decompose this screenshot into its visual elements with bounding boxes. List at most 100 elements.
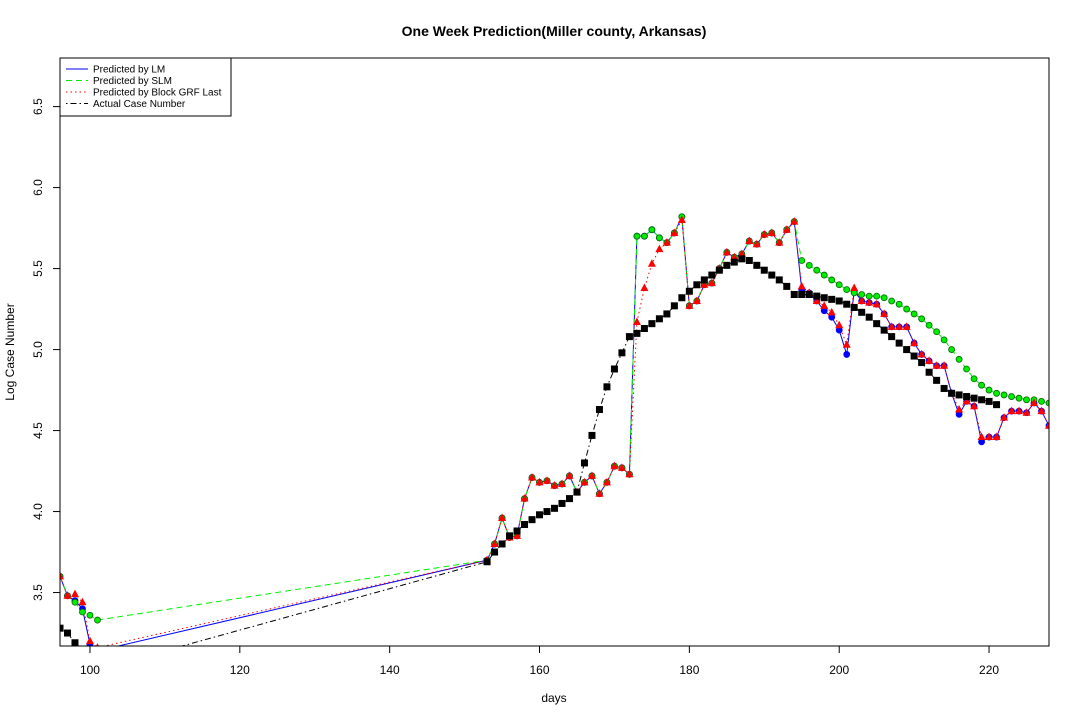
point <box>1030 398 1039 407</box>
point <box>71 639 79 646</box>
point <box>558 499 566 507</box>
point <box>1008 393 1015 400</box>
point <box>805 261 813 269</box>
point <box>828 276 836 284</box>
x-tick-label: 180 <box>679 663 699 677</box>
point <box>820 294 828 302</box>
point <box>722 247 731 256</box>
point <box>641 232 648 240</box>
point <box>730 258 738 266</box>
point <box>843 300 851 308</box>
point <box>678 294 686 302</box>
point <box>932 361 941 369</box>
point <box>895 300 903 308</box>
point <box>812 296 821 304</box>
point <box>955 355 963 363</box>
point <box>1038 398 1045 405</box>
point <box>610 461 619 470</box>
point <box>850 283 859 292</box>
point <box>498 540 506 548</box>
point <box>1000 391 1008 399</box>
point <box>63 591 72 599</box>
point <box>880 294 888 302</box>
point <box>985 386 993 394</box>
point <box>865 298 874 306</box>
point <box>63 629 71 637</box>
point <box>828 295 836 303</box>
y-tick-label: 3.5 <box>31 584 45 601</box>
series-line <box>60 218 1049 646</box>
point <box>902 322 911 330</box>
y-tick-label: 5.0 <box>31 341 45 358</box>
point <box>483 558 491 566</box>
point <box>790 290 798 298</box>
point <box>663 310 671 318</box>
point <box>835 281 843 289</box>
point <box>94 616 101 624</box>
x-tick-label: 220 <box>979 663 999 677</box>
point <box>86 611 94 619</box>
point <box>992 432 1001 441</box>
point <box>880 309 889 317</box>
axes: 100 120 140 160 180 200 220 3.5 4.0 4.5 5.0 5.5 6.0 6… <box>31 98 999 677</box>
x-tick-label: 140 <box>380 663 400 677</box>
point <box>670 302 678 310</box>
y-tick-label: 6.0 <box>31 179 45 196</box>
point <box>528 516 536 524</box>
point <box>820 271 828 279</box>
point <box>520 494 529 502</box>
point <box>648 226 656 234</box>
point <box>910 310 918 318</box>
x-tick-label: 100 <box>80 663 100 677</box>
point <box>948 389 956 397</box>
point <box>1015 406 1024 415</box>
point <box>662 238 671 246</box>
point <box>513 527 521 535</box>
point <box>707 278 716 287</box>
point <box>677 215 686 223</box>
point <box>647 259 656 267</box>
point <box>940 336 948 344</box>
point <box>685 287 693 295</box>
point <box>925 356 934 364</box>
point <box>850 303 858 311</box>
point <box>595 406 603 414</box>
point <box>1007 406 1016 415</box>
point <box>723 261 731 269</box>
point <box>993 389 1000 397</box>
point <box>760 266 768 274</box>
point <box>813 266 821 274</box>
point <box>820 301 829 309</box>
point <box>543 508 551 516</box>
point <box>842 340 851 348</box>
point <box>632 317 641 326</box>
point <box>873 292 881 300</box>
point <box>1000 413 1009 421</box>
point <box>768 271 776 279</box>
point <box>737 249 746 257</box>
point <box>730 252 739 261</box>
point <box>963 365 970 373</box>
point <box>888 297 896 305</box>
point <box>805 290 813 298</box>
point <box>1045 399 1049 407</box>
point <box>903 305 911 313</box>
point <box>797 281 806 290</box>
y-tick-label: 6.5 <box>31 98 45 115</box>
point <box>925 368 933 376</box>
point <box>685 301 694 309</box>
plot-area <box>60 213 1049 646</box>
point <box>708 271 716 279</box>
point <box>760 230 769 238</box>
point <box>963 393 971 401</box>
point <box>528 473 537 481</box>
point <box>970 375 978 383</box>
point <box>880 326 888 334</box>
point <box>835 297 843 305</box>
point <box>700 280 709 288</box>
point <box>625 469 634 478</box>
point <box>888 333 896 341</box>
point <box>753 261 761 269</box>
